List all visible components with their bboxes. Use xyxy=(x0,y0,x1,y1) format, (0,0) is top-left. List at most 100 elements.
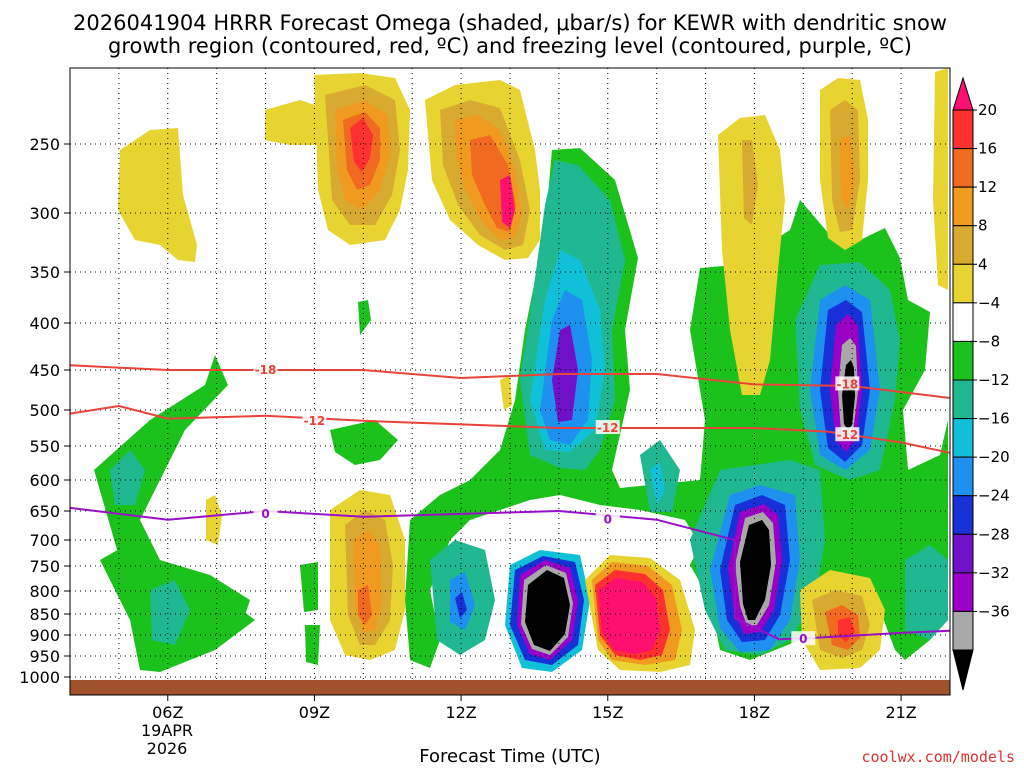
x-tick-label: 15Z xyxy=(592,703,623,722)
y-tick-label: 750 xyxy=(29,557,60,576)
colorbar-label: −16 xyxy=(978,410,1010,428)
credit-text: coolwx.com/models xyxy=(861,748,1015,766)
colorbar-swatch xyxy=(952,572,974,612)
date-label-day: 19APR xyxy=(141,721,193,740)
contour-label: 0 xyxy=(261,507,269,521)
contour-label: 0 xyxy=(799,632,807,646)
contour-label: 0 xyxy=(604,513,612,527)
colorbar-swatch xyxy=(952,456,974,497)
plot-area: -18 -12 -12 -18 -12 0 0 0 xyxy=(69,67,951,696)
colorbar-top-triangle xyxy=(952,76,974,111)
x-axis-title: Forecast Time (UTC) xyxy=(419,746,600,767)
colorbar-swatch xyxy=(952,148,974,188)
omega-cyan-cell-600 xyxy=(650,462,665,505)
colorbar-label: −4 xyxy=(978,294,1000,312)
colorbar-bottom-triangle xyxy=(952,649,974,691)
plot-frame xyxy=(69,67,951,696)
omega-pos-small-cell-a xyxy=(206,495,222,545)
contour-label-bg xyxy=(835,427,860,442)
colorbar-label: −24 xyxy=(978,487,1010,505)
omega-pos-cell-18z-upper xyxy=(718,115,785,395)
contour-label-bg xyxy=(253,362,278,376)
colorbar-swatch xyxy=(952,533,974,574)
contour-label-bg xyxy=(835,376,860,391)
y-tick-label: 250 xyxy=(29,135,60,154)
y-tick-label: 850 xyxy=(29,605,60,624)
chart-title-line1: 2026041904 HRRR Forecast Omega (shaded, … xyxy=(73,11,947,35)
y-tick-label: 600 xyxy=(29,471,60,490)
omega-pos-low-15z-core xyxy=(598,578,660,654)
colorbar-swatch xyxy=(952,302,974,342)
omega-green-west-4 xyxy=(305,625,320,665)
y-tick-label: 300 xyxy=(29,204,60,223)
colorbar-label: −12 xyxy=(978,371,1010,389)
contour-labels: -18 -12 -12 -18 -12 0 0 0 xyxy=(253,362,860,646)
y-tick-label: 450 xyxy=(29,361,60,380)
omega-pos-cell-12z-core xyxy=(500,175,515,228)
colorbar-label: −32 xyxy=(978,564,1010,582)
contour-label-bg xyxy=(302,412,327,427)
date-label-year: 2026 xyxy=(147,739,188,758)
x-tick-label: 06Z xyxy=(152,703,183,722)
colorbar-label: 20 xyxy=(978,101,997,119)
colorbar-swatch xyxy=(952,418,974,458)
x-tick-label: 12Z xyxy=(445,703,476,722)
y-tick-label: 700 xyxy=(29,531,60,550)
omega-pos-small-cell-b xyxy=(500,375,512,410)
omega-green-west-3 xyxy=(300,562,318,612)
colorbar-swatch xyxy=(952,109,974,150)
y-tick-label: 900 xyxy=(29,626,60,645)
colorbar-label: −28 xyxy=(978,525,1010,543)
contour-label: -12 xyxy=(597,421,619,435)
contour-label: -12 xyxy=(304,414,326,428)
colorbar-swatch xyxy=(952,186,974,227)
colorbar-label: 8 xyxy=(978,217,988,235)
colorbar-swatch xyxy=(952,610,974,651)
omega-pos-low-09z-core xyxy=(358,585,372,625)
colorbar-label: −20 xyxy=(978,448,1010,466)
y-tick-label: 500 xyxy=(29,401,60,420)
y-tick-label: 400 xyxy=(29,314,60,333)
contour-label-bg xyxy=(253,505,278,520)
y-tick-label: 550 xyxy=(29,437,60,456)
x-tick-label: 21Z xyxy=(885,703,916,722)
omega-core-14z xyxy=(525,570,570,651)
colorbar-label: 12 xyxy=(978,178,997,196)
y-tick-label: 800 xyxy=(29,582,60,601)
omega-pos-cell-09z-core xyxy=(350,118,373,172)
pressure-axis: 250 300 350 400 450 500 550 600 650 700 750 800 850 9… xyxy=(19,135,70,687)
colorbar-label: 16 xyxy=(978,140,997,158)
chart-title-line2: growth region (contoured, red, ºC) and f… xyxy=(108,34,912,58)
contour-dgz-upper xyxy=(69,364,951,399)
surface-terrain-strip xyxy=(70,680,950,695)
omega-green-cell-530 xyxy=(330,420,398,465)
y-tick-label: 1000 xyxy=(19,668,60,687)
colorbar-swatch xyxy=(952,379,974,420)
colorbar-label: 4 xyxy=(978,255,988,273)
omega-navy-low xyxy=(455,592,467,618)
y-tick-label: 650 xyxy=(29,502,60,521)
colorbar-swatch xyxy=(952,263,974,304)
contour-label-bg xyxy=(595,420,620,434)
omega-teal-farright xyxy=(905,545,948,640)
omega-pos-edge-right xyxy=(933,68,948,290)
contour-label: -18 xyxy=(255,363,277,377)
contour-label-bg xyxy=(595,511,620,526)
x-tick-label: 18Z xyxy=(739,703,770,722)
colorbar-swatch xyxy=(952,495,974,535)
colorbar-swatch xyxy=(952,225,974,265)
y-tick-label: 350 xyxy=(29,263,60,282)
time-axis: 06Z 09Z 12Z 15Z 18Z 21Z xyxy=(152,695,917,722)
omega-green-northeast xyxy=(790,200,825,262)
colorbar-swatch xyxy=(952,340,974,381)
y-tick-label: 950 xyxy=(29,647,60,666)
omega-green-cell-small xyxy=(358,300,371,335)
omega-pos-cap xyxy=(265,100,318,145)
colorbar-label: −36 xyxy=(978,602,1010,620)
omega-teal-west-low xyxy=(150,580,190,645)
omega-pos-cell-20z-3 xyxy=(840,135,855,210)
contour-label-bg xyxy=(791,631,816,646)
omega-pos-upperleft xyxy=(118,128,197,262)
omega-shading xyxy=(94,68,948,672)
